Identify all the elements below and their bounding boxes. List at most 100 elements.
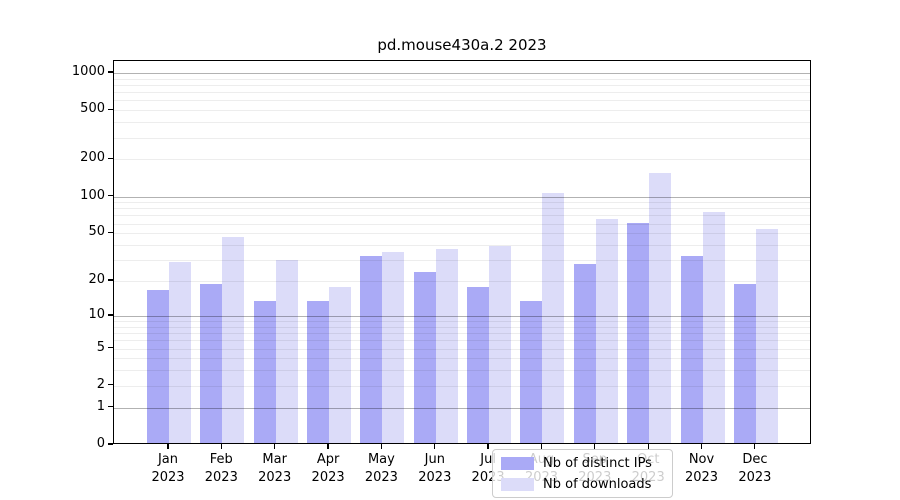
bar-nb-of-downloads-nov (702, 211, 725, 443)
y-tick-label-50: 50 (88, 224, 105, 240)
x-tick-mark-jul (487, 444, 489, 449)
x-tick-mark-jun (434, 444, 436, 449)
x-tick-month: Jun (424, 452, 445, 467)
bar-nb-of-distinct-ips-dec (733, 284, 756, 443)
x-tick-mark-apr (327, 444, 329, 449)
gridline-minor-3 (114, 370, 810, 372)
x-tick-year: 2023 (258, 470, 292, 485)
gridline-minor-5 (114, 348, 810, 350)
gridline-minor-80 (114, 208, 810, 210)
legend-item-downloads: Nb of downloads (501, 475, 664, 493)
y-tick-label-0: 0 (96, 436, 105, 451)
bar-nb-of-distinct-ips-nov (680, 256, 703, 443)
x-tick-month: Mar (262, 452, 287, 467)
legend: Nb of distinct IPs Nb of downloads (492, 449, 673, 498)
bar-nb-of-distinct-ips-apr (307, 300, 330, 443)
x-tick-mark-sep (594, 444, 596, 449)
gridline-major-10 (114, 315, 810, 317)
x-tick-year: 2023 (738, 470, 772, 485)
gridline-minor-30 (114, 260, 810, 262)
y-tick-label-100: 100 (80, 187, 105, 203)
bar-nb-of-distinct-ips-sep (573, 263, 596, 443)
y-tick-mark-0 (108, 443, 113, 445)
bar-nb-of-distinct-ips-feb (200, 284, 223, 443)
x-tick-year: 2023 (311, 470, 345, 485)
y-tick-mark-50 (108, 231, 113, 233)
y-tick-label-20: 20 (88, 272, 105, 287)
gridline-minor-60 (114, 223, 810, 225)
gridline-minor-300 (114, 137, 810, 139)
x-tick-month: Feb (209, 452, 233, 467)
x-tick-label-may: May 2023 (354, 451, 408, 487)
bar-nb-of-downloads-dec (755, 229, 778, 443)
x-tick-label-dec: Dec 2023 (728, 451, 782, 487)
x-tick-label-apr: Apr 2023 (301, 451, 355, 487)
x-tick-month: Apr (316, 452, 340, 467)
gridline-minor-70 (114, 215, 810, 217)
y-tick-mark-200 (108, 157, 113, 160)
bar-nb-of-downloads-apr (329, 287, 352, 443)
x-tick-month: Nov (688, 452, 715, 467)
x-tick-label-jan: Jan 2023 (141, 451, 195, 487)
plot-area: Nb of distinct IPs Nb of downloads (113, 60, 811, 498)
x-tick-month: May (367, 452, 395, 467)
x-tick-year: 2023 (684, 470, 719, 485)
y-tick-label-200: 200 (80, 150, 105, 166)
gridline-minor-50 (114, 233, 810, 235)
x-tick-month: Jan (157, 452, 179, 467)
y-tick-label-5: 5 (96, 339, 105, 355)
bar-nb-of-downloads-jan (169, 261, 191, 443)
gridline-major-1000 (114, 72, 810, 74)
legend-label-distinct-ips: Nb of distinct IPs (543, 455, 652, 471)
x-tick-label-feb: Feb 2023 (194, 451, 248, 487)
bar-nb-of-downloads-jun (435, 248, 458, 443)
gridline-minor-700 (114, 92, 810, 94)
gridline-minor-500 (114, 110, 810, 112)
legend-item-distinct-ips: Nb of distinct IPs (501, 454, 664, 472)
y-tick-label-500: 500 (80, 101, 105, 117)
bar-nb-of-downloads-feb (222, 236, 245, 443)
y-tick-mark-1 (108, 406, 113, 408)
x-tick-label-jun: Jun 2023 (408, 451, 462, 487)
gridline-minor-6 (114, 340, 810, 342)
y-tick-mark-5 (108, 346, 113, 349)
gridline-minor-8 (114, 326, 810, 328)
bar-nb-of-distinct-ips-oct (627, 223, 650, 443)
bar-nb-of-downloads-aug (542, 193, 565, 443)
x-tick-year: 2023 (364, 470, 398, 485)
gridline-minor-2 (114, 385, 810, 387)
x-tick-mark-aug (540, 444, 543, 449)
x-tick-year: 2023 (151, 470, 185, 485)
x-tick-mark-nov (700, 444, 703, 449)
y-tick-mark-10 (108, 314, 113, 316)
bar-nb-of-distinct-ips-aug (520, 300, 543, 443)
x-tick-mark-jan (167, 444, 169, 449)
gridline-minor-900 (114, 78, 810, 80)
gridline-minor-90 (114, 202, 810, 204)
x-tick-mark-dec (754, 444, 756, 449)
y-tick-mark-2 (108, 384, 113, 386)
gridline-minor-7 (114, 333, 810, 334)
x-tick-label-nov: Nov 2023 (675, 451, 729, 487)
gridline-minor-800 (114, 84, 810, 86)
x-tick-mark-oct (647, 444, 649, 449)
bar-nb-of-downloads-may (382, 251, 405, 443)
y-tick-label-2: 2 (96, 376, 105, 392)
x-tick-year: 2023 (204, 470, 238, 485)
bar-nb-of-downloads-jul (489, 245, 512, 443)
gridline-minor-9 (114, 321, 810, 322)
legend-label-downloads: Nb of downloads (543, 476, 652, 492)
y-tick-mark-1000 (108, 71, 113, 73)
bar-nb-of-downloads-sep (595, 219, 618, 443)
bar-nb-of-distinct-ips-jun (413, 271, 436, 443)
x-tick-mark-mar (274, 444, 276, 449)
gridline-minor-600 (114, 100, 810, 102)
gridline-minor-20 (114, 281, 810, 282)
x-tick-mark-may (380, 444, 383, 449)
gridline-minor-4 (114, 358, 810, 360)
y-tick-label-10: 10 (88, 306, 105, 322)
gridline-major-1 (114, 407, 810, 409)
gridline-minor-400 (114, 122, 810, 124)
x-tick-month: Dec (742, 452, 768, 467)
